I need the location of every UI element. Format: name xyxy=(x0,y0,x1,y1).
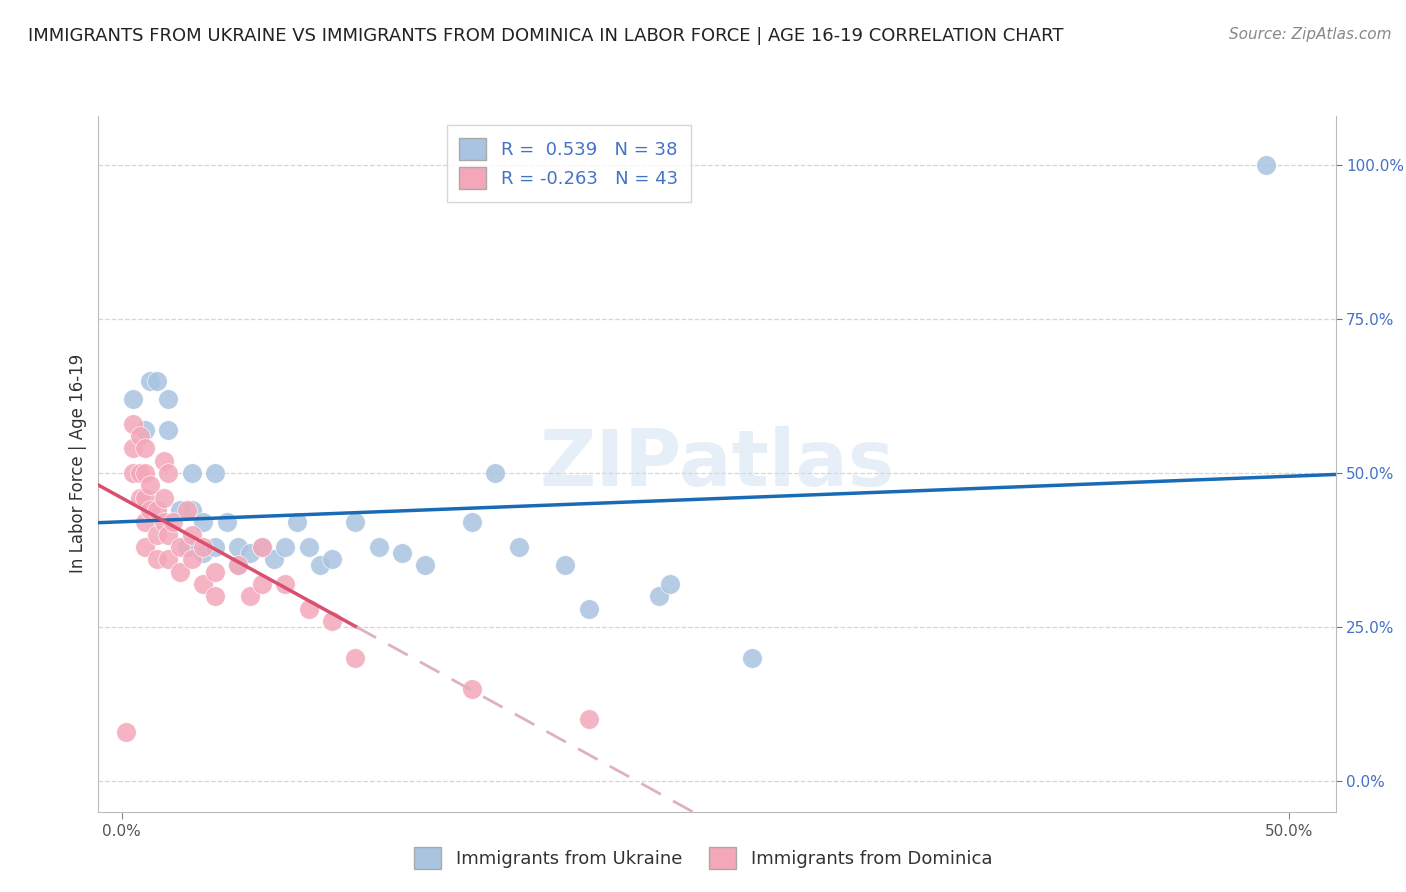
Point xyxy=(146,374,169,388)
Point xyxy=(391,546,413,560)
Point xyxy=(146,552,169,566)
Point xyxy=(157,392,180,407)
Point xyxy=(204,565,226,579)
Point xyxy=(193,546,215,560)
Point xyxy=(157,423,180,437)
Point xyxy=(741,650,763,665)
Point xyxy=(122,392,145,407)
Point xyxy=(157,552,180,566)
Point xyxy=(122,417,145,431)
Point xyxy=(274,577,297,591)
Point xyxy=(461,516,484,530)
Point xyxy=(157,466,180,480)
Point xyxy=(146,503,169,517)
Point xyxy=(152,516,174,530)
Point xyxy=(647,589,669,603)
Point xyxy=(134,540,156,554)
Point xyxy=(367,540,389,554)
Text: ZIPatlas: ZIPatlas xyxy=(540,425,894,502)
Point xyxy=(508,540,530,554)
Point xyxy=(204,466,226,480)
Point xyxy=(162,516,184,530)
Point xyxy=(554,558,576,573)
Point xyxy=(157,527,180,541)
Point xyxy=(180,503,202,517)
Point xyxy=(180,466,202,480)
Point xyxy=(309,558,332,573)
Point xyxy=(169,503,191,517)
Point xyxy=(122,466,145,480)
Point xyxy=(215,516,238,530)
Point xyxy=(176,503,198,517)
Point xyxy=(321,614,343,628)
Point xyxy=(134,516,156,530)
Point xyxy=(180,552,202,566)
Point xyxy=(129,491,152,505)
Point xyxy=(134,423,156,437)
Point xyxy=(169,565,191,579)
Point xyxy=(204,589,226,603)
Point xyxy=(297,601,319,615)
Point xyxy=(193,516,215,530)
Point xyxy=(344,650,367,665)
Point xyxy=(139,503,162,517)
Point xyxy=(146,527,169,541)
Point xyxy=(122,442,145,456)
Point xyxy=(193,540,215,554)
Point xyxy=(193,577,215,591)
Point xyxy=(239,546,262,560)
Legend: R =  0.539   N = 38, R = -0.263   N = 43: R = 0.539 N = 38, R = -0.263 N = 43 xyxy=(447,125,690,202)
Point xyxy=(239,589,262,603)
Point xyxy=(129,466,152,480)
Text: Source: ZipAtlas.com: Source: ZipAtlas.com xyxy=(1229,27,1392,42)
Point xyxy=(413,558,436,573)
Point xyxy=(659,577,682,591)
Point xyxy=(484,466,506,480)
Point xyxy=(228,540,250,554)
Point xyxy=(228,558,250,573)
Point xyxy=(139,478,162,492)
Point xyxy=(152,491,174,505)
Point xyxy=(134,491,156,505)
Point xyxy=(461,681,484,696)
Point xyxy=(228,558,250,573)
Point xyxy=(134,442,156,456)
Legend: Immigrants from Ukraine, Immigrants from Dominica: Immigrants from Ukraine, Immigrants from… xyxy=(405,838,1001,879)
Point xyxy=(250,577,273,591)
Point xyxy=(176,540,198,554)
Point xyxy=(344,516,367,530)
Point xyxy=(115,724,138,739)
Point xyxy=(321,552,343,566)
Point xyxy=(152,454,174,468)
Point xyxy=(180,527,202,541)
Point xyxy=(285,516,308,530)
Point xyxy=(134,466,156,480)
Point xyxy=(1254,158,1277,172)
Point xyxy=(129,429,152,443)
Point xyxy=(578,601,600,615)
Point xyxy=(169,540,191,554)
Point xyxy=(250,540,273,554)
Text: IMMIGRANTS FROM UKRAINE VS IMMIGRANTS FROM DOMINICA IN LABOR FORCE | AGE 16-19 C: IMMIGRANTS FROM UKRAINE VS IMMIGRANTS FR… xyxy=(28,27,1063,45)
Point xyxy=(578,712,600,726)
Point xyxy=(250,540,273,554)
Y-axis label: In Labor Force | Age 16-19: In Labor Force | Age 16-19 xyxy=(69,354,87,574)
Point xyxy=(139,374,162,388)
Point xyxy=(263,552,285,566)
Point xyxy=(274,540,297,554)
Point xyxy=(204,540,226,554)
Point xyxy=(297,540,319,554)
